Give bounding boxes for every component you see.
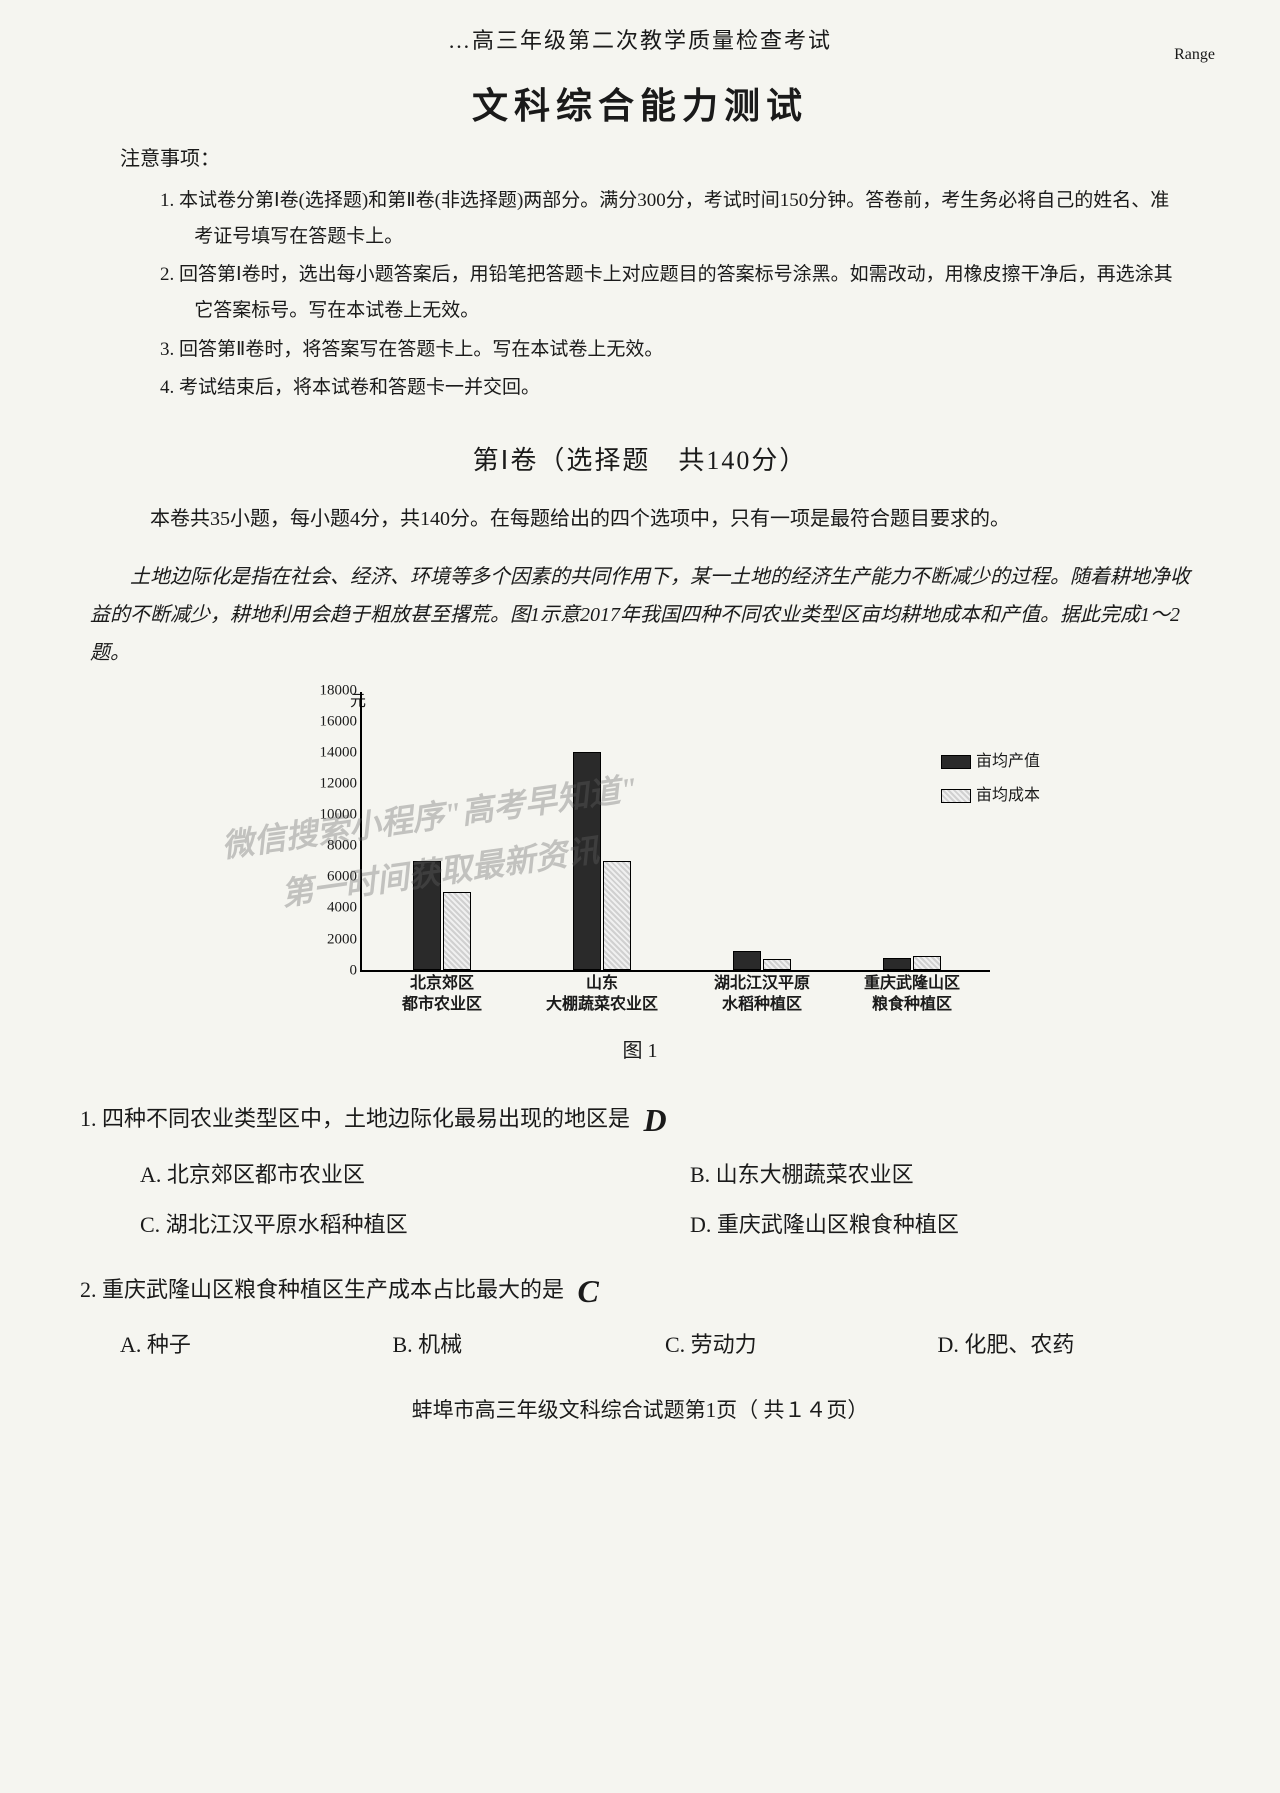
legend-item: 亩均成本	[941, 781, 1040, 811]
question-text: 四种不同农业类型区中，土地边际化最易出现的地区是	[102, 1106, 630, 1131]
x-axis-label: 重庆武隆山区粮食种植区	[837, 970, 987, 1016]
legend-swatch-light	[941, 789, 971, 803]
legend-swatch-dark	[941, 755, 971, 769]
legend-label: 亩均成本	[976, 781, 1040, 811]
range-label: Range	[1174, 40, 1215, 70]
options-grid: A. 北京郊区都市农业区 B. 山东大棚蔬菜农业区 C. 湖北江汉平原水稻种植区…	[140, 1154, 1200, 1246]
option-c: C. 湖北江汉平原水稻种植区	[140, 1204, 650, 1246]
y-tick-label: 0	[350, 956, 363, 985]
header-partial: …高三年级第二次教学质量检查考试	[60, 20, 1220, 62]
instructions-list: 1. 本试卷分第Ⅰ卷(选择题)和第Ⅱ卷(非选择题)两部分。满分300分，考试时间…	[160, 183, 1180, 406]
legend-item: 亩均产值	[941, 747, 1040, 777]
option-c: C. 劳动力	[665, 1324, 928, 1366]
options-grid: A. 种子 B. 机械 C. 劳动力 D. 化肥、农药	[120, 1324, 1200, 1366]
x-axis-label: 湖北江汉平原水稻种植区	[687, 970, 837, 1016]
bar	[573, 752, 601, 970]
bar-group: 湖北江汉平原水稻种植区	[702, 951, 822, 970]
main-title: 文科综合能力测试	[60, 72, 1220, 140]
instruction-item: 2. 回答第Ⅰ卷时，选出每小题答案后，用铅笔把答题卡上对应题目的答案标号涂黑。如…	[160, 257, 1180, 329]
notice-label: 注意事项：	[120, 140, 1220, 178]
bar	[413, 861, 441, 970]
section-intro: 本卷共35小题，每小题4分，共140分。在每题给出的四个选项中，只有一项是最符合…	[110, 500, 1190, 538]
option-d: D. 重庆武隆山区粮食种植区	[690, 1204, 1200, 1246]
question-1: 1. 四种不同农业类型区中，土地边际化最易出现的地区是 D A. 北京郊区都市农…	[80, 1085, 1200, 1245]
y-tick-label: 14000	[320, 738, 363, 767]
x-axis-label: 山东大棚蔬菜农业区	[527, 970, 677, 1016]
option-a: A. 北京郊区都市农业区	[140, 1154, 650, 1196]
instruction-item: 3. 回答第Ⅱ卷时，将答案写在答题卡上。写在本试卷上无效。	[160, 332, 1180, 368]
bar	[913, 956, 941, 970]
y-tick-label: 18000	[320, 676, 363, 705]
question-stem: 2. 重庆武隆山区粮食种植区生产成本占比最大的是 C	[80, 1256, 1200, 1317]
instruction-item: 1. 本试卷分第Ⅰ卷(选择题)和第Ⅱ卷(非选择题)两部分。满分300分，考试时间…	[160, 183, 1180, 255]
bar	[733, 951, 761, 970]
option-a: A. 种子	[120, 1324, 383, 1366]
bar-group: 山东大棚蔬菜农业区	[542, 752, 662, 970]
bar-chart: 元 亩均产值 亩均成本 0200040006000800010000120001…	[290, 692, 990, 972]
question-number: 1.	[80, 1106, 97, 1131]
section-title: 第Ⅰ卷（选择题 共140分）	[60, 436, 1220, 485]
bar	[443, 892, 471, 970]
y-tick-label: 8000	[327, 831, 362, 860]
chart-legend: 亩均产值 亩均成本	[941, 747, 1040, 814]
instruction-item: 4. 考试结束后，将本试卷和答题卡一并交回。	[160, 370, 1180, 406]
y-tick-label: 16000	[320, 707, 363, 736]
y-tick-label: 2000	[327, 925, 362, 954]
option-d: D. 化肥、农药	[938, 1324, 1201, 1366]
question-2: 2. 重庆武隆山区粮食种植区生产成本占比最大的是 C A. 种子 B. 机械 C…	[80, 1256, 1200, 1367]
bar-group: 重庆武隆山区粮食种植区	[852, 956, 972, 970]
y-tick-label: 4000	[327, 894, 362, 923]
figure-caption: 图 1	[60, 1032, 1220, 1070]
y-tick-label: 12000	[320, 769, 363, 798]
question-text: 重庆武隆山区粮食种植区生产成本占比最大的是	[102, 1277, 564, 1302]
question-number: 2.	[80, 1277, 97, 1302]
passage-text: 土地边际化是指在社会、经济、环境等多个因素的共同作用下，某一土地的经济生产能力不…	[90, 558, 1190, 672]
handwritten-answer: C	[578, 1261, 599, 1322]
option-b: B. 机械	[393, 1324, 656, 1366]
handwritten-answer: D	[644, 1090, 667, 1151]
y-tick-label: 10000	[320, 800, 363, 829]
bar	[603, 861, 631, 970]
y-tick-label: 6000	[327, 863, 362, 892]
bar	[883, 958, 911, 970]
option-b: B. 山东大棚蔬菜农业区	[690, 1154, 1200, 1196]
x-axis-label: 北京郊区都市农业区	[367, 970, 517, 1016]
bar	[763, 959, 791, 970]
question-stem: 1. 四种不同农业类型区中，土地边际化最易出现的地区是 D	[80, 1085, 1200, 1146]
page-footer: 蚌埠市高三年级文科综合试题第1页（ 共１４页）	[60, 1391, 1220, 1431]
legend-label: 亩均产值	[976, 747, 1040, 777]
bar-group: 北京郊区都市农业区	[382, 861, 502, 970]
